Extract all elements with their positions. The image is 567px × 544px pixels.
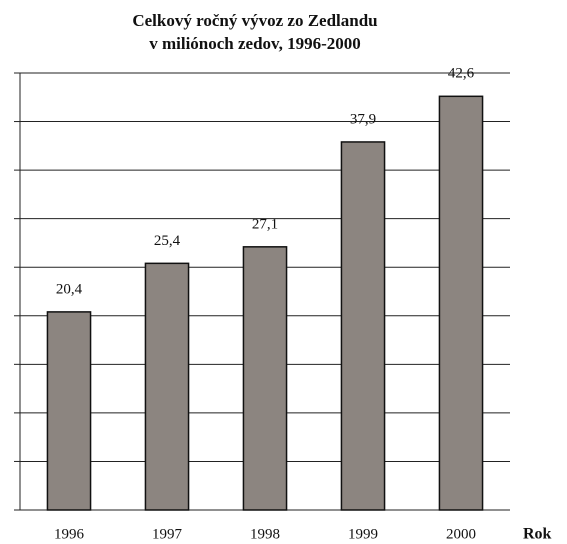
bar (46, 311, 92, 511)
x-tick-label: 2000 (446, 526, 476, 542)
x-tick-label: 1998 (250, 526, 280, 542)
x-tick-label: 1997 (152, 526, 183, 542)
chart-title: Celkový ročný vývoz zo Zedlandu (132, 11, 377, 30)
value-label: 27,1 (252, 216, 278, 232)
value-label: 20,4 (56, 281, 83, 297)
bar (242, 246, 288, 511)
bar (340, 141, 386, 511)
value-label: 25,4 (154, 233, 181, 249)
bar (438, 95, 484, 511)
x-tick-label: 1996 (54, 526, 85, 542)
value-label: 42,6 (448, 66, 475, 82)
x-tick-label: 1999 (348, 526, 378, 542)
value-label: 37,9 (350, 111, 376, 127)
chart-subtitle: v miliónoch zedov, 1996-2000 (149, 34, 361, 53)
x-axis-label: Rok (523, 526, 552, 543)
bar (144, 262, 190, 511)
